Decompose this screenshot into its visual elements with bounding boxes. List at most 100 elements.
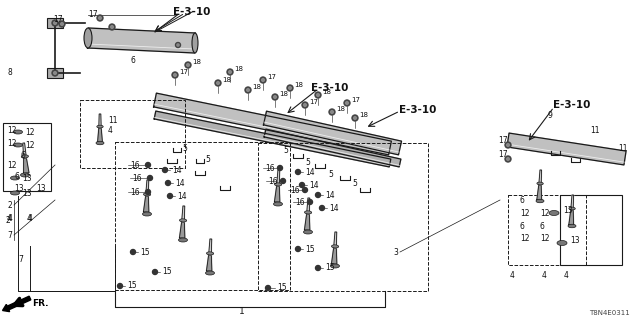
Text: 4: 4	[510, 270, 515, 279]
Text: 5: 5	[182, 143, 187, 153]
Ellipse shape	[537, 182, 543, 185]
Polygon shape	[24, 158, 29, 173]
Text: 6: 6	[540, 221, 545, 230]
Text: 12: 12	[7, 125, 17, 134]
Text: 13: 13	[563, 205, 573, 214]
Circle shape	[99, 17, 101, 19]
Text: 15: 15	[162, 268, 172, 276]
Polygon shape	[537, 185, 541, 200]
Circle shape	[145, 163, 150, 167]
Text: 6: 6	[20, 150, 25, 159]
Polygon shape	[88, 28, 195, 53]
Ellipse shape	[549, 211, 559, 215]
Bar	[508, 195, 586, 265]
Ellipse shape	[303, 230, 312, 234]
Text: FR.: FR.	[32, 299, 49, 308]
Text: 9: 9	[548, 110, 553, 119]
Text: 15: 15	[277, 284, 287, 292]
Circle shape	[319, 205, 324, 211]
Bar	[560, 195, 622, 265]
Polygon shape	[305, 214, 310, 230]
Circle shape	[163, 167, 168, 172]
Circle shape	[303, 104, 307, 106]
Polygon shape	[571, 195, 573, 210]
Circle shape	[352, 115, 358, 121]
Text: 18: 18	[279, 91, 288, 97]
Circle shape	[272, 94, 278, 100]
Ellipse shape	[13, 143, 22, 147]
Circle shape	[245, 87, 251, 93]
Text: 5: 5	[328, 170, 333, 179]
Text: 16: 16	[130, 188, 140, 196]
Text: 16: 16	[295, 197, 305, 206]
Text: 13: 13	[36, 183, 45, 193]
Ellipse shape	[10, 191, 19, 195]
Text: 15: 15	[305, 244, 315, 253]
Text: 4: 4	[564, 270, 569, 279]
Circle shape	[317, 94, 319, 96]
Bar	[80, 100, 185, 168]
Circle shape	[260, 77, 266, 83]
Circle shape	[300, 182, 305, 188]
Polygon shape	[209, 239, 212, 255]
Polygon shape	[307, 198, 310, 214]
Bar	[3, 123, 51, 191]
Ellipse shape	[330, 264, 339, 268]
Text: 2: 2	[7, 201, 12, 210]
Ellipse shape	[332, 245, 339, 248]
Circle shape	[54, 72, 56, 74]
Text: 12: 12	[7, 139, 17, 148]
Circle shape	[303, 188, 307, 193]
Circle shape	[278, 165, 282, 171]
Text: 17: 17	[179, 69, 188, 75]
Text: 15: 15	[140, 247, 150, 257]
Ellipse shape	[13, 130, 22, 134]
Text: 4: 4	[7, 213, 12, 222]
Polygon shape	[98, 128, 102, 142]
Circle shape	[331, 111, 333, 113]
Circle shape	[228, 71, 231, 73]
Polygon shape	[333, 232, 337, 248]
Circle shape	[187, 64, 189, 66]
Text: 1: 1	[239, 308, 245, 316]
Ellipse shape	[275, 183, 282, 186]
Text: 12: 12	[520, 209, 529, 218]
Circle shape	[59, 21, 65, 27]
Text: 14: 14	[175, 179, 184, 188]
Circle shape	[316, 266, 321, 270]
Polygon shape	[23, 143, 26, 158]
Text: 14: 14	[172, 165, 182, 174]
Text: 13: 13	[22, 173, 31, 182]
Circle shape	[346, 102, 348, 104]
Circle shape	[505, 156, 511, 162]
Circle shape	[227, 69, 233, 75]
Circle shape	[217, 82, 220, 84]
Circle shape	[118, 284, 122, 289]
Text: 13: 13	[22, 188, 31, 197]
Text: 16: 16	[268, 177, 278, 186]
Circle shape	[173, 74, 177, 76]
Polygon shape	[99, 114, 101, 128]
Ellipse shape	[557, 241, 567, 245]
Text: 7: 7	[18, 255, 23, 265]
Text: 12: 12	[25, 140, 35, 149]
Text: 11: 11	[590, 125, 600, 134]
Polygon shape	[507, 133, 626, 165]
Circle shape	[168, 194, 173, 198]
Text: 12: 12	[520, 234, 529, 243]
Ellipse shape	[536, 199, 544, 203]
Text: 4: 4	[542, 270, 547, 279]
Ellipse shape	[97, 125, 103, 128]
Circle shape	[61, 23, 63, 25]
Text: 6: 6	[520, 196, 525, 204]
Text: 4: 4	[28, 213, 33, 222]
Text: 18: 18	[222, 77, 231, 83]
Text: 18: 18	[322, 89, 331, 95]
Circle shape	[177, 44, 179, 46]
Polygon shape	[179, 222, 185, 238]
Text: 18: 18	[294, 82, 303, 88]
Text: 16: 16	[290, 186, 300, 195]
Text: E-3-10: E-3-10	[554, 100, 591, 110]
Text: 5: 5	[305, 157, 310, 166]
Text: 12: 12	[540, 209, 550, 218]
